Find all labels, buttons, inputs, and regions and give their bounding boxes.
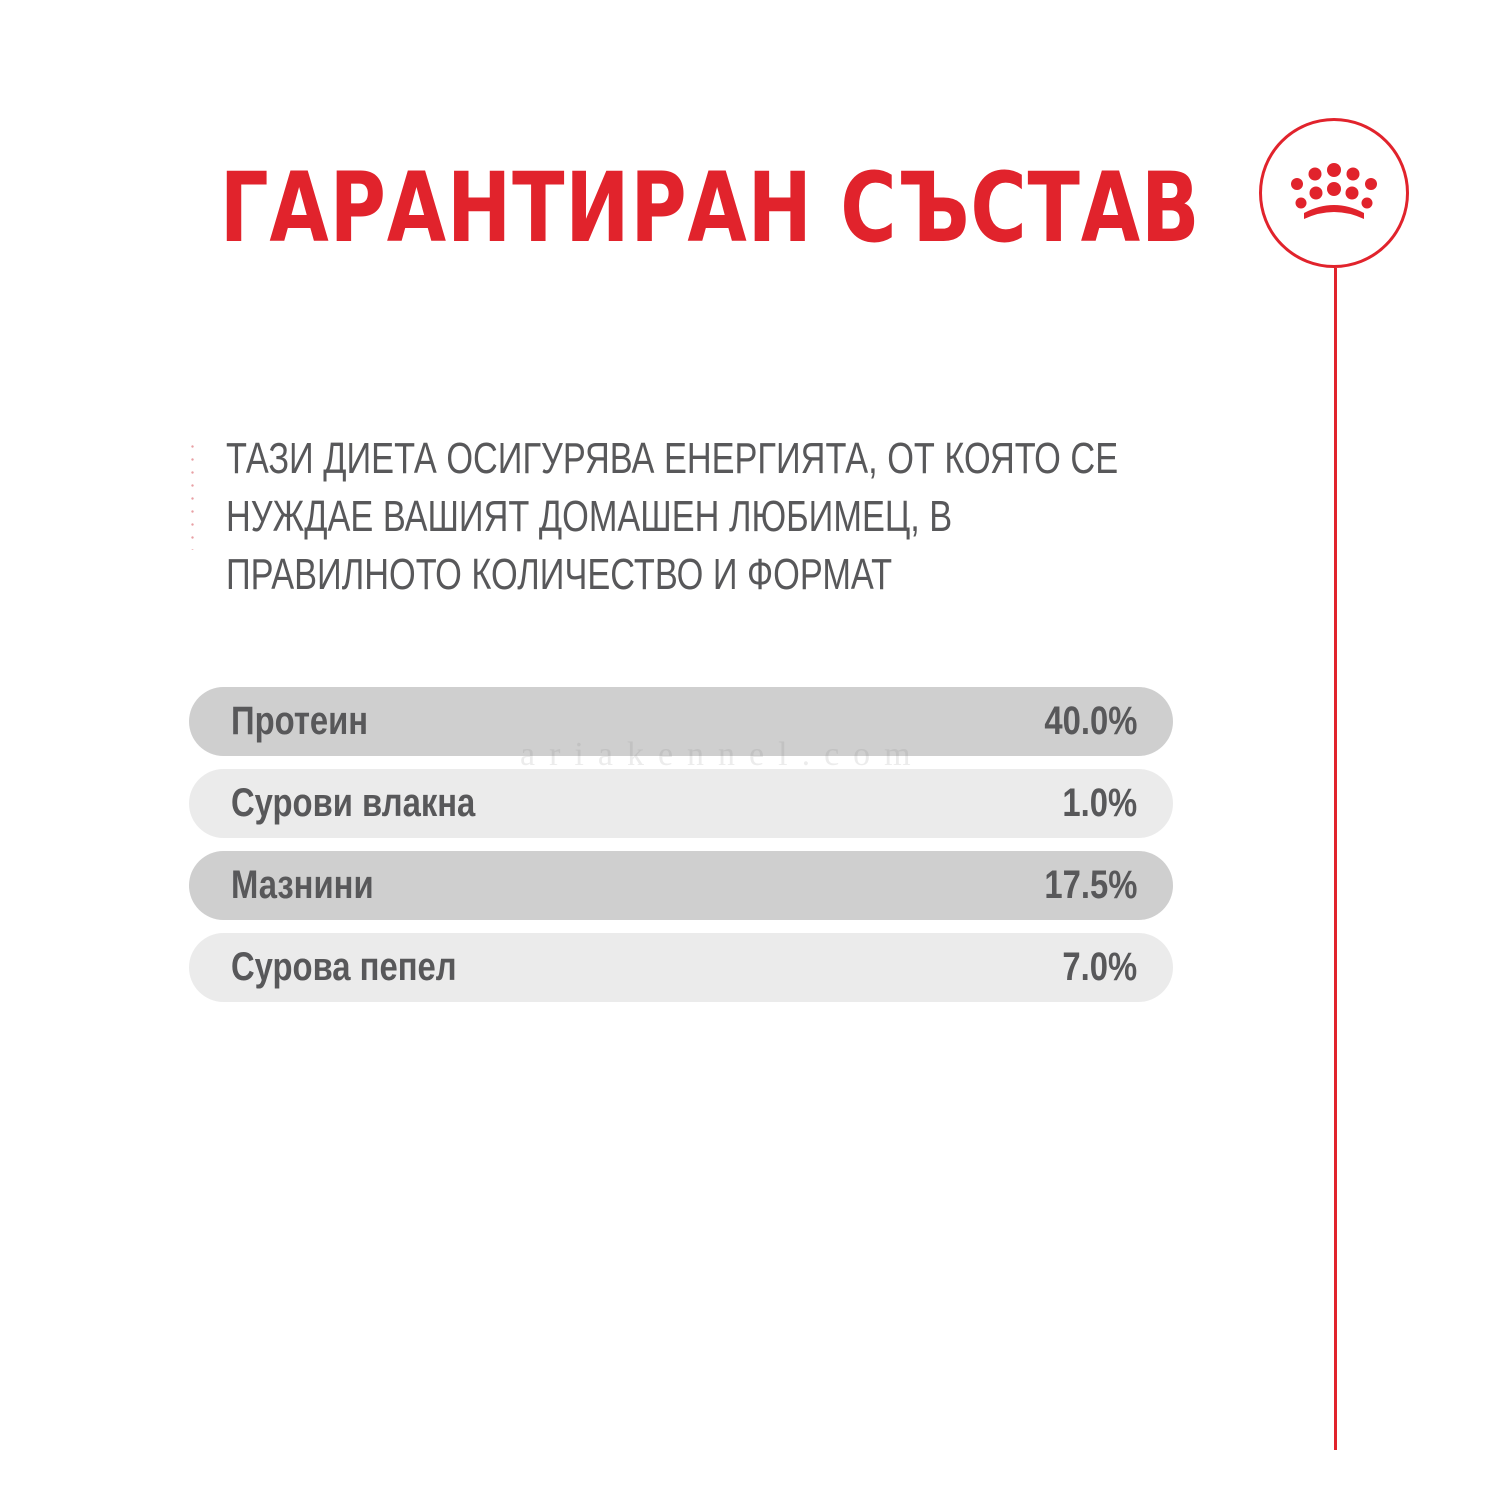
page-title: ГАРАНТИРАН СЪСТАВ [219,152,1201,264]
composition-row: Мазнини 17.5% [189,851,1173,920]
intro-text: ТАЗИ ДИЕТА ОСИГУРЯВА ЕНЕРГИЯТА, ОТ КОЯТО… [226,434,1119,599]
composition-value: 1.0% [1062,781,1137,825]
vertical-divider-line [1334,268,1337,1450]
composition-row: Сурови влакна 1.0% [189,769,1173,838]
composition-value: 17.5% [1043,863,1137,907]
watermark-text: ariakennel.com [520,736,925,773]
composition-label: Протеин [231,699,369,743]
composition-table: Протеин 40.0% Сурови влакна 1.0% Мазнини… [189,687,1173,1015]
composition-row: Сурова пепел 7.0% [189,933,1173,1002]
crown-icon [1291,163,1377,219]
composition-label: Мазнини [231,863,374,907]
composition-value: 7.0% [1062,945,1137,989]
dotted-accent [191,440,194,550]
composition-label: Сурова пепел [231,945,457,989]
composition-value: 40.0% [1043,699,1137,743]
composition-label: Сурови влакна [231,781,476,825]
composition-row: Протеин 40.0% [189,687,1173,756]
brand-logo [1259,118,1409,268]
